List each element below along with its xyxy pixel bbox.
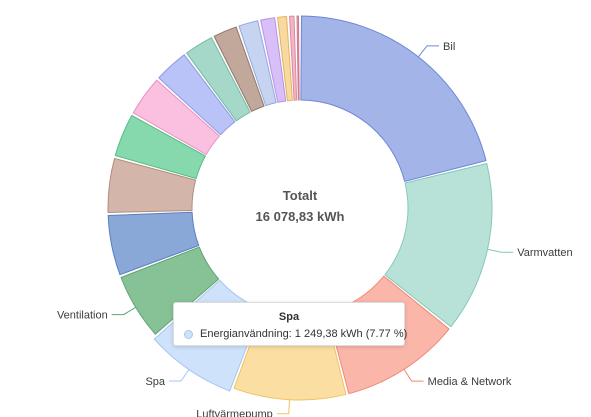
segment-unlabeled-13[interactable] bbox=[238, 20, 277, 107]
segment-unlabeled-9[interactable] bbox=[132, 79, 220, 155]
label-varmvatten: Varmvatten bbox=[517, 247, 572, 259]
label-spa: Spa bbox=[145, 376, 165, 388]
segment-unlabeled-16[interactable] bbox=[289, 15, 298, 101]
tooltip-color-dot bbox=[184, 330, 193, 339]
segment-labels: Bil Varmvatten Media & Network Luftvärmepum… bbox=[57, 41, 573, 417]
segment-bil[interactable] bbox=[300, 15, 487, 182]
segment-unlabeled-15[interactable] bbox=[277, 15, 293, 102]
tooltip: Spa Energianvändning: 1 249,38 kWh (7.77… bbox=[173, 302, 408, 346]
segment-unlabeled-12[interactable] bbox=[213, 26, 265, 112]
segment-unlabeled-14[interactable] bbox=[260, 17, 287, 103]
segment-unlabeled-7[interactable] bbox=[107, 157, 197, 213]
tooltip-title: Spa bbox=[278, 311, 300, 323]
leader-line-bil bbox=[418, 45, 440, 58]
tooltip-value: Energianvändning: 1 249,38 kWh (7.77 %) bbox=[200, 328, 408, 340]
leader-line-varmvatten bbox=[487, 248, 514, 253]
label-luftv-rmepump: Luftvärmepump bbox=[196, 409, 272, 417]
label-media-and-network: Media & Network bbox=[428, 376, 512, 388]
segment-unlabeled-6[interactable] bbox=[107, 211, 200, 276]
leader-line-spa bbox=[169, 369, 190, 382]
segment-unlabeled-11[interactable] bbox=[186, 37, 251, 122]
segment-ventilation[interactable] bbox=[120, 246, 220, 335]
center-title: Totalt bbox=[283, 188, 318, 203]
segment-unlabeled-10[interactable] bbox=[158, 54, 236, 136]
leader-line-ventilation bbox=[111, 306, 136, 316]
label-bil: Bil bbox=[443, 41, 455, 53]
segment-unlabeled-17[interactable] bbox=[296, 15, 300, 101]
segment-unlabeled-8[interactable] bbox=[114, 114, 206, 179]
center-total-value: 16 078,83 kWh bbox=[256, 209, 345, 224]
label-ventilation: Ventilation bbox=[57, 310, 108, 322]
segment-varmvatten[interactable] bbox=[384, 163, 493, 328]
leader-line-luftv-rmepump bbox=[276, 399, 291, 415]
leader-line-media-and-network bbox=[403, 369, 424, 382]
